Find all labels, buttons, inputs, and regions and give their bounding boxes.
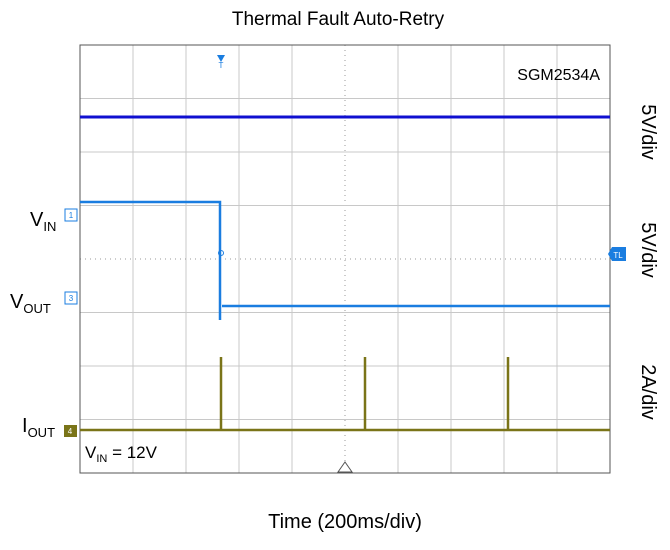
- title: Thermal Fault Auto-Retry: [232, 9, 445, 30]
- vout-tag-text: 3: [69, 294, 74, 303]
- vin-label: VIN: [30, 209, 56, 234]
- iout-tag-text: 4: [68, 427, 73, 436]
- device-label: SGM2534A: [517, 67, 600, 84]
- condition: VIN = 12V: [85, 443, 158, 465]
- vout-tag: [64, 291, 78, 305]
- level-text: TL: [613, 251, 623, 260]
- plot-frame: [79, 44, 611, 474]
- vin-trace: [80, 200, 222, 320]
- trigger-text: T: [219, 61, 224, 70]
- iout-trace: [80, 357, 610, 432]
- ch3-scale: 5V/div: [637, 222, 659, 278]
- trigger-marker: [217, 55, 225, 62]
- level-marker: [608, 247, 626, 261]
- ch1-scale: 5V/div: [637, 104, 659, 160]
- x-label: Time (200ms/div): [268, 511, 422, 533]
- trigger-point: [218, 250, 224, 256]
- time-marker: [337, 461, 353, 473]
- vout-label: VOUT: [10, 291, 51, 316]
- vin-tag: [64, 208, 78, 222]
- grid: [80, 45, 610, 473]
- vin-tag-text: 1: [69, 211, 74, 220]
- iout-label: IOUT: [22, 415, 55, 440]
- iout-tag: [64, 425, 77, 437]
- ch4-scale: 2A/div: [637, 364, 659, 420]
